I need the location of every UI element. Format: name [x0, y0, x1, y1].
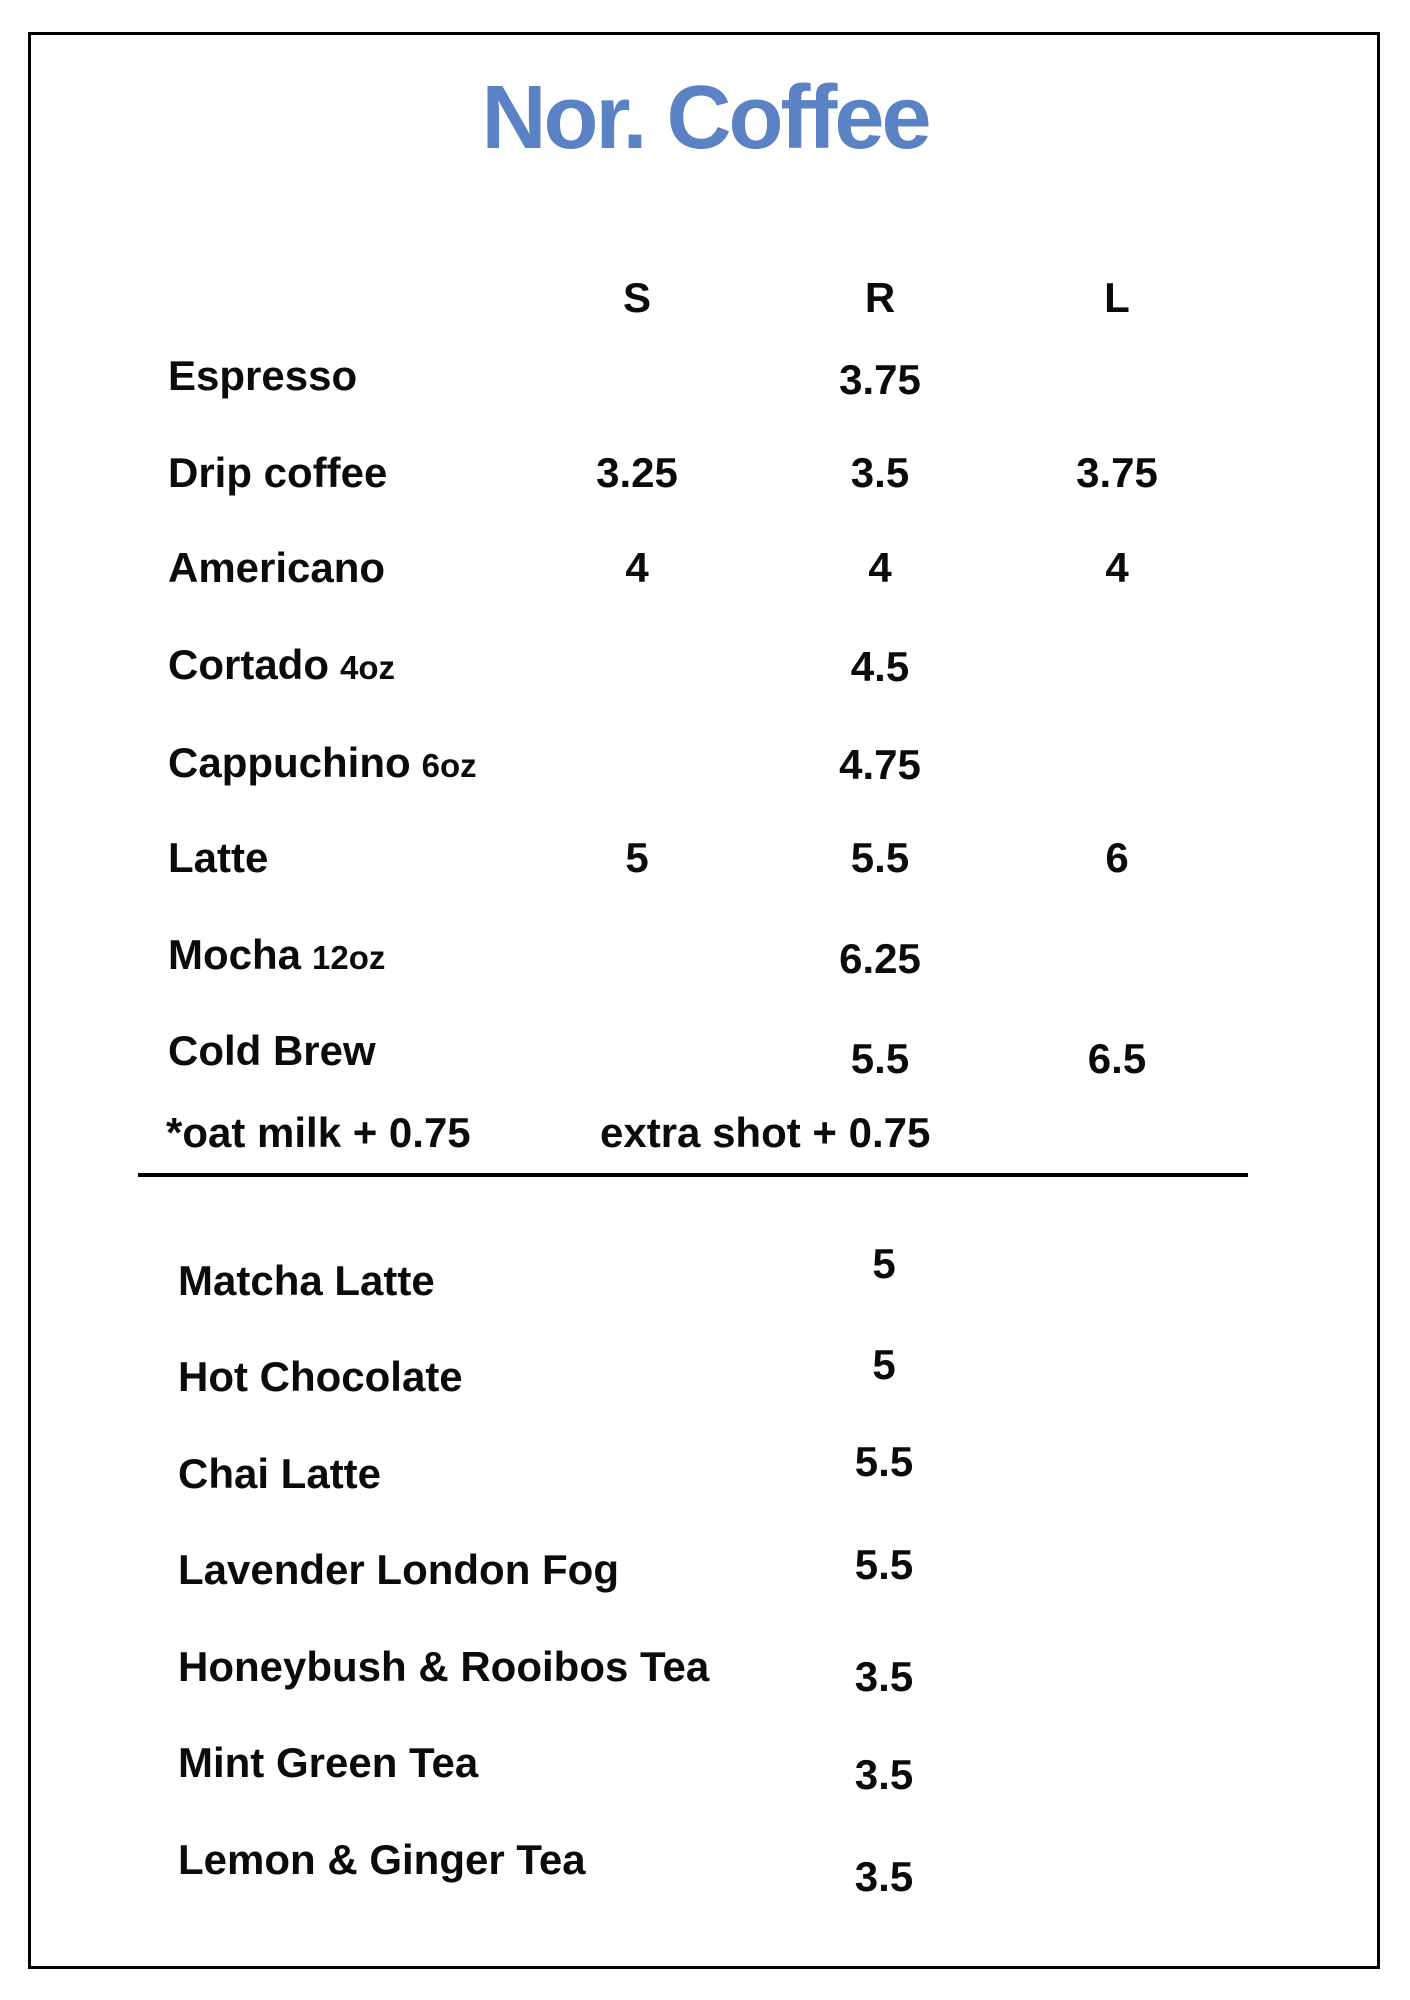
coffee-row: Espresso 3.75	[0, 355, 1410, 407]
price-l: 3.75	[1076, 449, 1158, 496]
item-name-text: Mint Green Tea	[178, 1739, 479, 1786]
tea-row: Mint Green Tea 3.5	[0, 1742, 1410, 1798]
tea-row: Chai Latte 5.5	[0, 1441, 1410, 1505]
price-r: 6.25	[839, 935, 921, 982]
item-name: Drip coffee	[168, 452, 387, 494]
coffee-row: Mocha 12oz 6.25	[0, 934, 1410, 986]
tea-row: Hot Chocolate 5	[0, 1344, 1410, 1408]
tea-row: Honeybush & Rooibos Tea 3.5	[0, 1646, 1410, 1698]
price-r: 3.75	[839, 356, 921, 403]
oat-milk-note: *oat milk + 0.75	[166, 1109, 471, 1156]
page-border	[28, 32, 1380, 1969]
item-name-text: Lavender London Fog	[178, 1546, 619, 1593]
price: 5	[872, 1240, 896, 1287]
item-name: Latte	[168, 837, 268, 879]
item-name: Mocha 12oz	[168, 934, 385, 976]
item-name-text: Latte	[168, 834, 269, 881]
item-name: Matcha Latte	[178, 1260, 435, 1302]
column-header-small: S	[622, 274, 652, 321]
item-name: Cold Brew	[168, 1030, 376, 1072]
item-size-note: 4oz	[340, 649, 396, 686]
item-name-text: Cortado	[168, 641, 329, 688]
price-r: 5.5	[850, 834, 910, 881]
item-name: Americano	[168, 547, 385, 589]
coffee-row: Latte 5 5.5 6	[0, 837, 1410, 889]
menu-title: Nor. Coffee	[481, 68, 931, 168]
price: 3.5	[854, 1853, 914, 1900]
item-name: Chai Latte	[178, 1453, 381, 1495]
item-name-text: Cold Brew	[168, 1027, 376, 1074]
item-name: Espresso	[168, 355, 357, 397]
price-r: 4	[868, 544, 892, 591]
item-name: Lavender London Fog	[178, 1549, 619, 1591]
item-name: Mint Green Tea	[178, 1742, 478, 1784]
column-header-regular: R	[864, 274, 896, 321]
item-name-text: Espresso	[168, 352, 358, 399]
tea-row: Lavender London Fog 5.5	[0, 1544, 1410, 1601]
item-name-text: Americano	[168, 544, 386, 591]
column-header-large: L	[1104, 274, 1130, 321]
item-name-text: Chai Latte	[178, 1450, 382, 1497]
price: 3.5	[854, 1653, 914, 1700]
coffee-row: Cappuchino 6oz 4.75	[0, 742, 1410, 794]
section-divider	[138, 1173, 1248, 1177]
item-name-text: Drip coffee	[168, 449, 388, 496]
coffee-row: Drip coffee 3.25 3.5 3.75	[0, 452, 1410, 504]
price: 3.5	[854, 1751, 914, 1798]
item-name-text: Lemon & Ginger Tea	[178, 1836, 586, 1883]
tea-row: Matcha Latte 5	[0, 1243, 1410, 1312]
item-name: Cortado 4oz	[168, 644, 395, 686]
item-name: Lemon & Ginger Tea	[178, 1839, 586, 1881]
price-r: 4.75	[839, 741, 921, 788]
price: 5.5	[854, 1438, 914, 1485]
price-r: 5.5	[850, 1035, 910, 1082]
extra-shot-note: extra shot + 0.75	[600, 1109, 931, 1156]
price-l: 6	[1105, 834, 1129, 881]
item-name-text: Matcha Latte	[178, 1257, 435, 1304]
item-name: Cappuchino 6oz	[168, 742, 477, 784]
item-name-text: Mocha	[168, 931, 302, 978]
price-l: 4	[1105, 544, 1129, 591]
price-s: 3.25	[596, 449, 678, 496]
coffee-row: Cortado 4oz 4.5	[0, 644, 1410, 696]
item-name-text: Hot Chocolate	[178, 1353, 463, 1400]
price-r: 3.5	[850, 449, 910, 496]
item-name-text: Cappuchino	[168, 739, 411, 786]
price-r: 4.5	[850, 643, 910, 690]
price: 5.5	[854, 1541, 914, 1588]
item-name: Hot Chocolate	[178, 1356, 463, 1398]
price-l: 6.5	[1087, 1035, 1147, 1082]
item-name: Honeybush & Rooibos Tea	[178, 1646, 709, 1688]
coffee-row: Cold Brew 5.5 6.5	[0, 1030, 1410, 1082]
price: 5	[872, 1341, 896, 1388]
item-name-text: Honeybush & Rooibos Tea	[178, 1643, 710, 1690]
item-size-note: 12oz	[312, 939, 386, 976]
tea-row: Lemon & Ginger Tea 3.5	[0, 1839, 1410, 1898]
price-s: 4	[625, 544, 649, 591]
item-size-note: 6oz	[421, 747, 477, 784]
price-s: 5	[625, 834, 649, 881]
coffee-row: Americano 4 4 4	[0, 547, 1410, 599]
